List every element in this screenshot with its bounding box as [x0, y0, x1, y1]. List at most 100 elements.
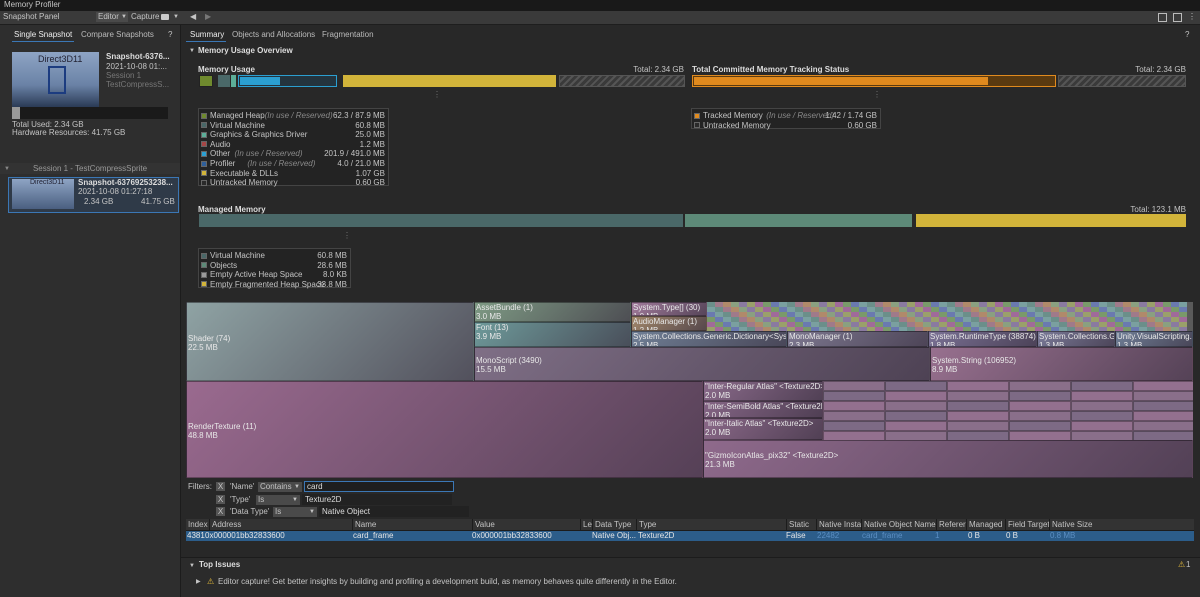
legend-name[interactable]: Managed Heap — [210, 111, 265, 120]
splitter[interactable]: ⋮ — [343, 231, 351, 240]
legend-name[interactable]: Empty Active Heap Space — [210, 270, 303, 280]
remove-filter[interactable]: X — [216, 482, 225, 491]
menu-button[interactable]: ⋮ — [1188, 12, 1196, 21]
column-header[interactable]: Value — [475, 520, 495, 529]
tab[interactable]: Single Snapshot — [14, 30, 73, 39]
treemap-small-cell — [971, 317, 979, 322]
panel-icon[interactable] — [1173, 13, 1182, 22]
selected-row[interactable] — [186, 531, 1194, 541]
operator-dropdown[interactable] — [273, 507, 317, 517]
column-header[interactable]: Field Target — [1008, 520, 1050, 529]
back-button[interactable]: ◀ — [190, 12, 197, 21]
filter-input[interactable] — [304, 481, 454, 492]
legend-name[interactable]: Virtual Machine — [210, 251, 265, 260]
treemap-cell[interactable]: MonoScript (3490) 15.5 MB — [474, 347, 930, 381]
column-header[interactable]: Managed — [969, 520, 1003, 529]
treemap-cell[interactable]: "Inter-Italic Atlas" <Texture2D> 2.0 MB — [703, 418, 823, 440]
filter-operator[interactable]: Is — [275, 507, 282, 516]
target-dropdown-bg[interactable] — [96, 12, 128, 22]
capture-arrow[interactable]: ▼ — [173, 14, 179, 20]
treemap-cell[interactable]: "Inter-SemiBold Atlas" <Texture2D> 2.0 MB — [703, 401, 823, 418]
remove-filter[interactable]: X — [216, 494, 225, 504]
treemap-cell[interactable]: Shader (74) 22.5 MB — [186, 302, 474, 381]
help-icon[interactable]: ? — [1185, 30, 1190, 39]
treemap-cell[interactable]: System.RuntimeType (38874) 1.8 MB — [928, 331, 1037, 347]
splitter[interactable]: ⋮ — [433, 90, 441, 99]
bar-segment[interactable] — [218, 75, 230, 87]
bar-segment-untracked[interactable] — [1058, 75, 1186, 87]
column-header[interactable]: Name — [355, 520, 377, 529]
operator-dropdown[interactable] — [258, 482, 302, 492]
treemap-small-cell — [1099, 302, 1107, 307]
filter-operator[interactable]: Contains — [260, 482, 292, 491]
column-header[interactable]: Native Insta — [819, 520, 862, 529]
column-header[interactable]: Index — [188, 520, 208, 529]
tab[interactable]: Objects and Allocations — [232, 30, 316, 39]
capture-button[interactable]: Capture — [131, 12, 160, 21]
remove-filter[interactable]: X — [216, 507, 225, 516]
splitter[interactable]: ⋮ — [873, 90, 881, 99]
column-header[interactable]: Native Size — [1052, 520, 1093, 529]
bar-segment[interactable] — [231, 75, 236, 87]
treemap-cell[interactable]: AssetBundle (1) 3.0 MB — [474, 302, 631, 322]
legend-name[interactable]: Empty Fragmented Heap Space — [210, 279, 325, 289]
legend-name[interactable]: Graphics & Graphics Driver — [210, 130, 308, 140]
tab[interactable]: Fragmentation — [322, 30, 374, 39]
operator-dropdown[interactable] — [256, 494, 300, 505]
filter-input[interactable] — [319, 506, 469, 517]
bar-segment[interactable] — [343, 75, 556, 87]
legend-name[interactable]: Objects — [210, 260, 238, 270]
treemap-cell[interactable]: Font (13) 3.9 MB — [474, 322, 631, 347]
column-header[interactable]: Address — [212, 520, 242, 529]
legend-name[interactable]: Audio — [210, 139, 231, 149]
column-header[interactable]: Native Object Name — [864, 520, 936, 529]
legend-name[interactable]: Other — [210, 149, 231, 159]
legend-name[interactable]: Executable & DLLs — [210, 168, 279, 178]
legend-name[interactable]: Tracked Memory — [703, 111, 763, 120]
treemap-cell[interactable]: System.Type[] (30)1.0 MB — [631, 302, 707, 316]
treemap-cell[interactable]: RenderTexture (11) 48.8 MB — [186, 381, 703, 478]
bar-segment-untracked[interactable] — [559, 75, 685, 87]
treemap-cell[interactable]: Unity.VisualScripting.F 1.3 MB — [1115, 331, 1193, 347]
column-header[interactable]: Data Type — [595, 520, 632, 529]
session-fold[interactable]: ▼ — [4, 166, 10, 172]
filter-input[interactable] — [302, 493, 452, 505]
filter-value[interactable]: Native Object — [322, 507, 371, 516]
treemap-cell[interactable]: "Inter-Regular Atlas" <Texture2D> 2.0 MB — [703, 381, 823, 401]
legend-name[interactable]: Untracked Memory — [703, 120, 771, 130]
legend-name[interactable]: Virtual Machine — [210, 120, 265, 130]
column-header[interactable]: Type — [639, 520, 657, 529]
column-header[interactable]: Static — [789, 520, 810, 529]
treemap-small-cell — [779, 302, 787, 307]
help-icon[interactable]: ? — [168, 30, 173, 39]
treemap-cell[interactable]: AudioManager (1) 1.2 MB — [631, 316, 707, 331]
treemap-cell[interactable]: MonoManager (1) 2.3 MB — [787, 331, 928, 347]
treemap-small-cell — [979, 302, 987, 307]
tab[interactable]: Summary — [190, 30, 225, 39]
legend-name[interactable]: Profiler — [210, 159, 236, 168]
fold-arrow[interactable]: ▼ — [189, 48, 195, 54]
panel-icon[interactable] — [1158, 13, 1167, 22]
filter-value[interactable]: Texture2D — [305, 494, 342, 504]
filter-operator[interactable]: Is — [258, 494, 265, 504]
fold-arrow[interactable]: ▶ — [196, 579, 201, 585]
filter-value[interactable]: card — [307, 482, 323, 491]
bar-segment[interactable] — [685, 214, 912, 227]
bar-segment[interactable] — [199, 214, 683, 227]
target-dropdown[interactable]: Editor — [98, 12, 119, 21]
bar-segment[interactable] — [916, 214, 1186, 227]
treemap-small-cell — [947, 307, 955, 312]
treemap-cell[interactable]: System.String (106952) 8.9 MB — [930, 347, 1193, 381]
fold-arrow[interactable]: ▼ — [189, 563, 195, 569]
column-header[interactable]: Referer — [939, 520, 966, 529]
legend-name[interactable]: Untracked Memory — [210, 178, 278, 188]
tab[interactable]: Compare Snapshots — [81, 30, 154, 39]
snapshot-panel-toggle[interactable]: Snapshot Panel — [3, 12, 60, 21]
bar-segment[interactable] — [199, 75, 213, 87]
column-header[interactable]: Le — [583, 520, 592, 529]
treemap-cell[interactable]: "GizmoIconAtlas_pix32" <Texture2D> 21.3 M… — [703, 440, 1193, 478]
treemap-small-cell — [1139, 302, 1147, 307]
treemap-cell[interactable]: System.Collections.Ge 1.3 MB — [1037, 331, 1115, 347]
forward-button[interactable]: ▶ — [205, 12, 212, 21]
treemap-cell[interactable]: System.Collections.Generic.Dictionary<Sy… — [631, 331, 787, 347]
